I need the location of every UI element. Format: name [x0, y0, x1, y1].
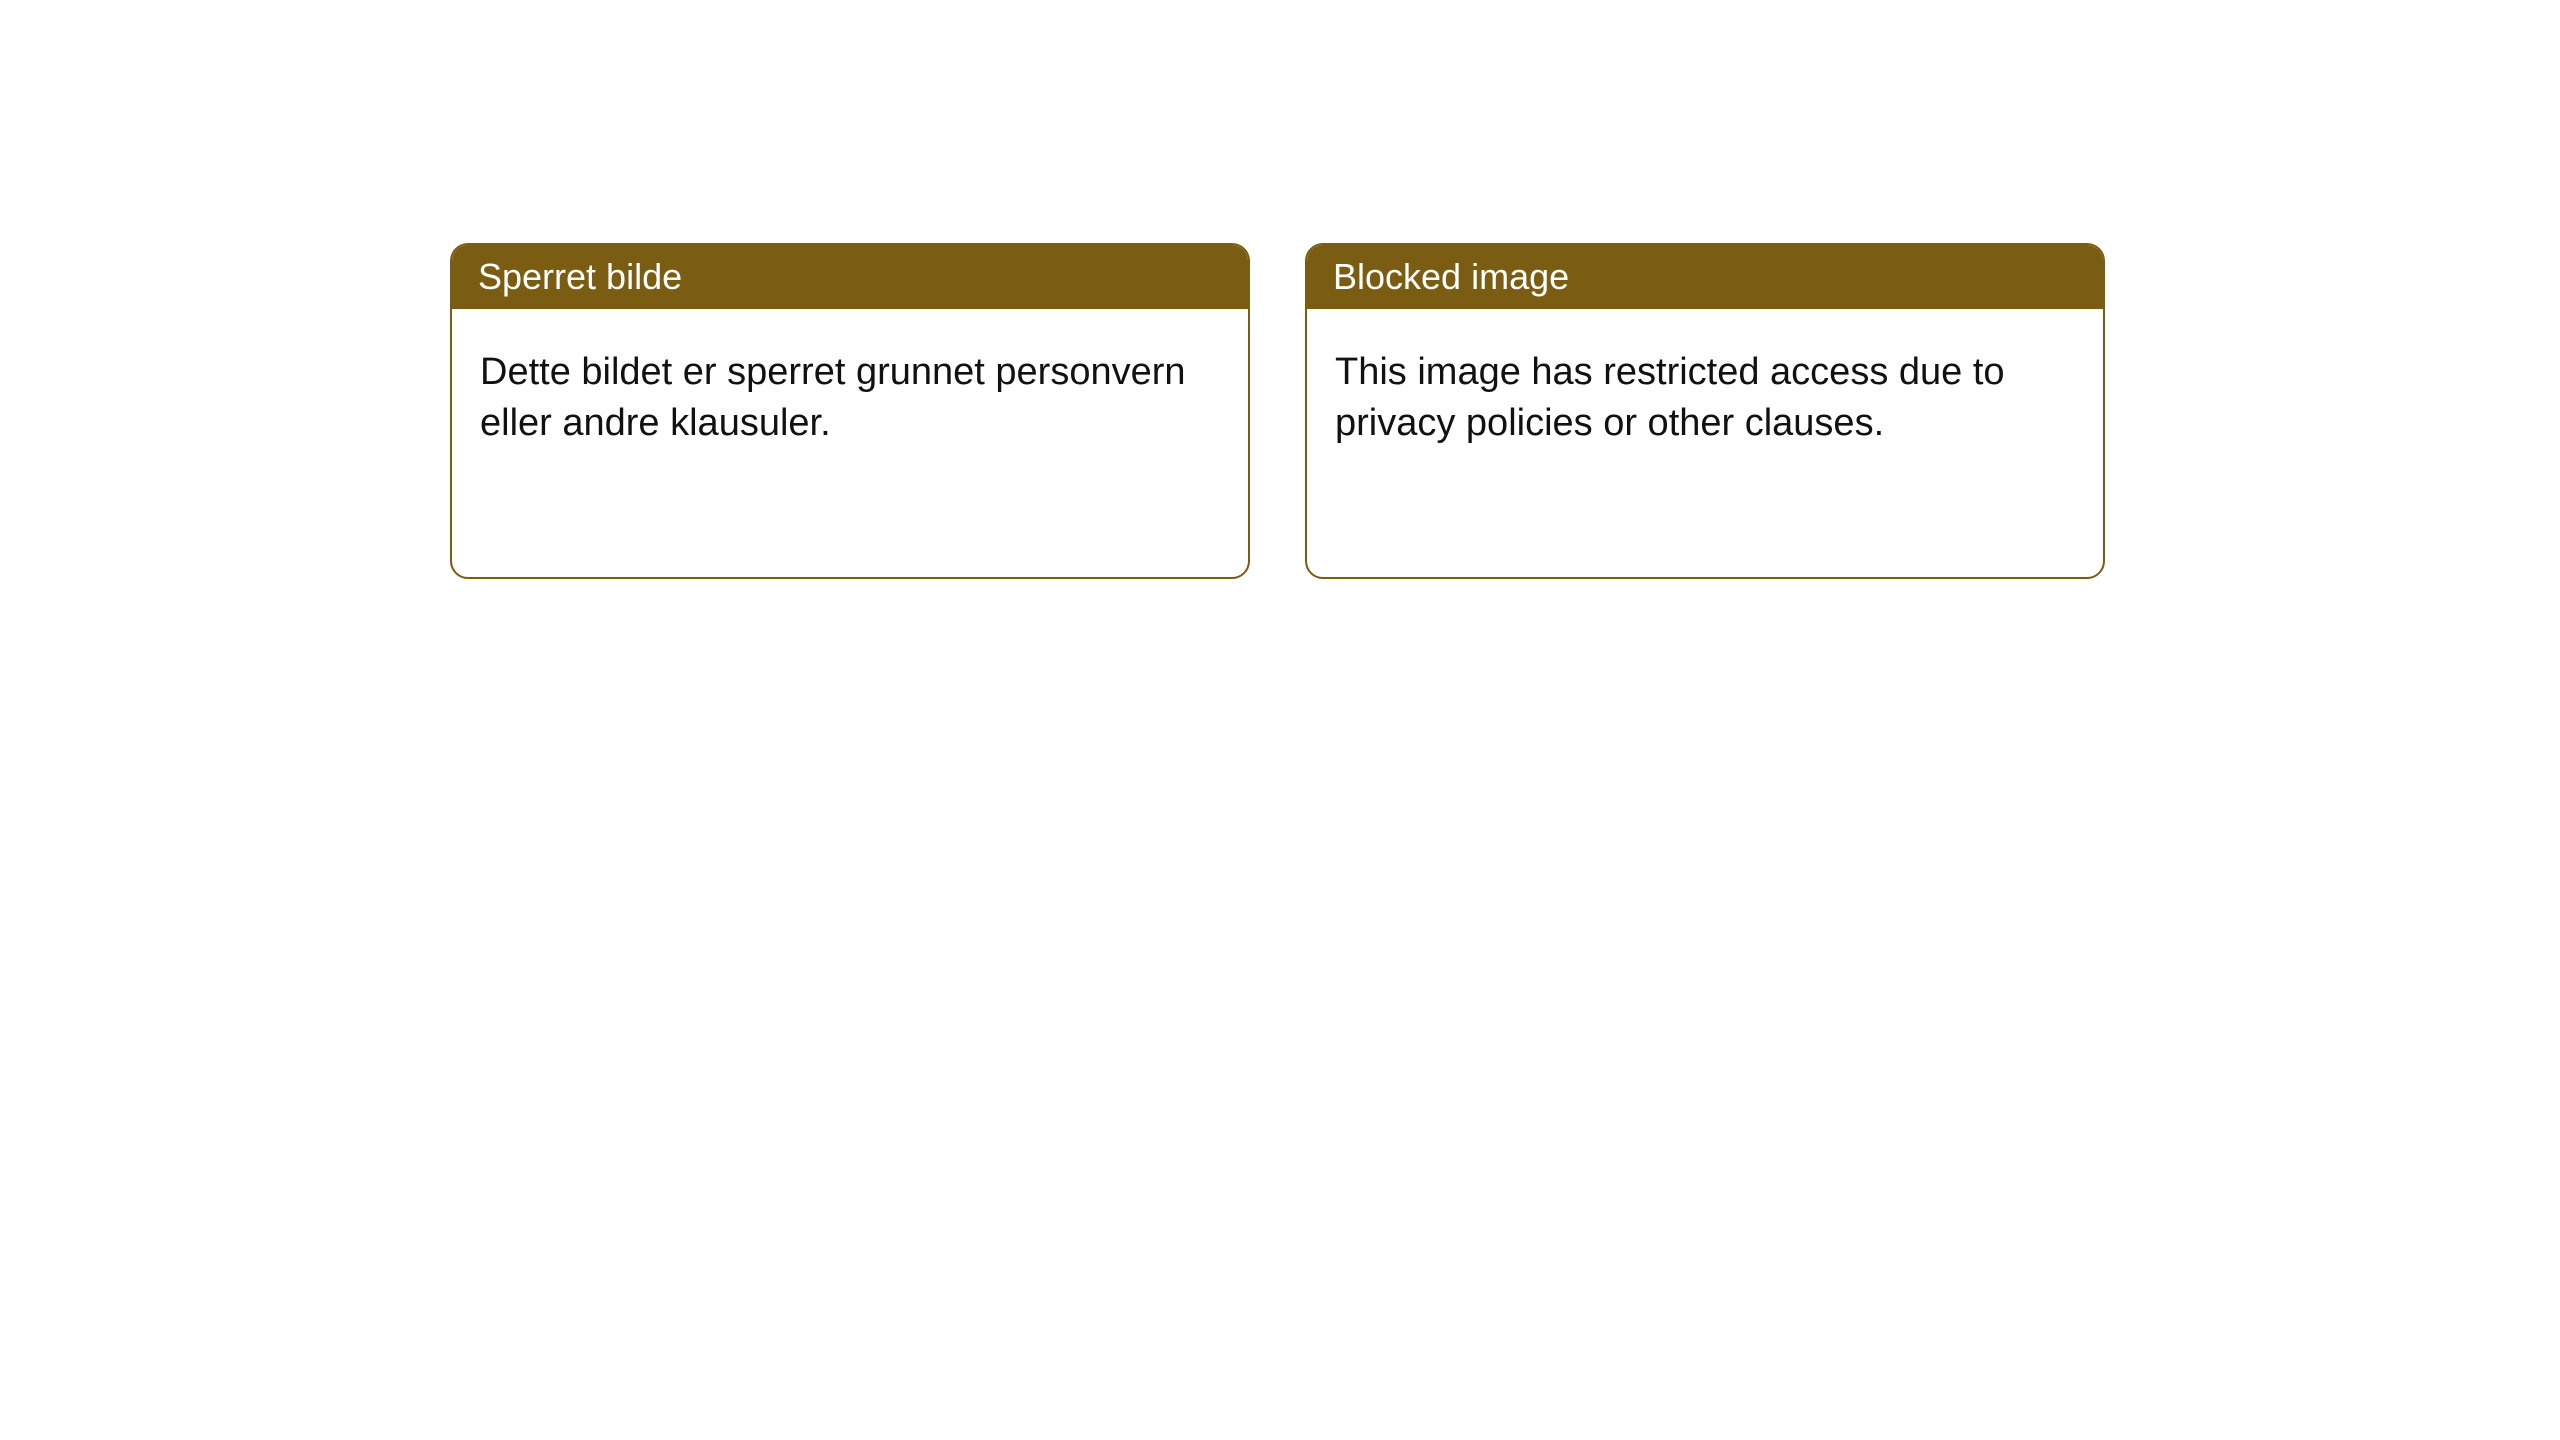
notice-body: This image has restricted access due to … — [1307, 309, 2103, 488]
notice-body: Dette bildet er sperret grunnet personve… — [452, 309, 1248, 488]
notice-container: Sperret bilde Dette bildet er sperret gr… — [0, 0, 2560, 579]
notice-header: Blocked image — [1307, 245, 2103, 309]
notice-header: Sperret bilde — [452, 245, 1248, 309]
notice-card-english: Blocked image This image has restricted … — [1305, 243, 2105, 579]
notice-card-norwegian: Sperret bilde Dette bildet er sperret gr… — [450, 243, 1250, 579]
